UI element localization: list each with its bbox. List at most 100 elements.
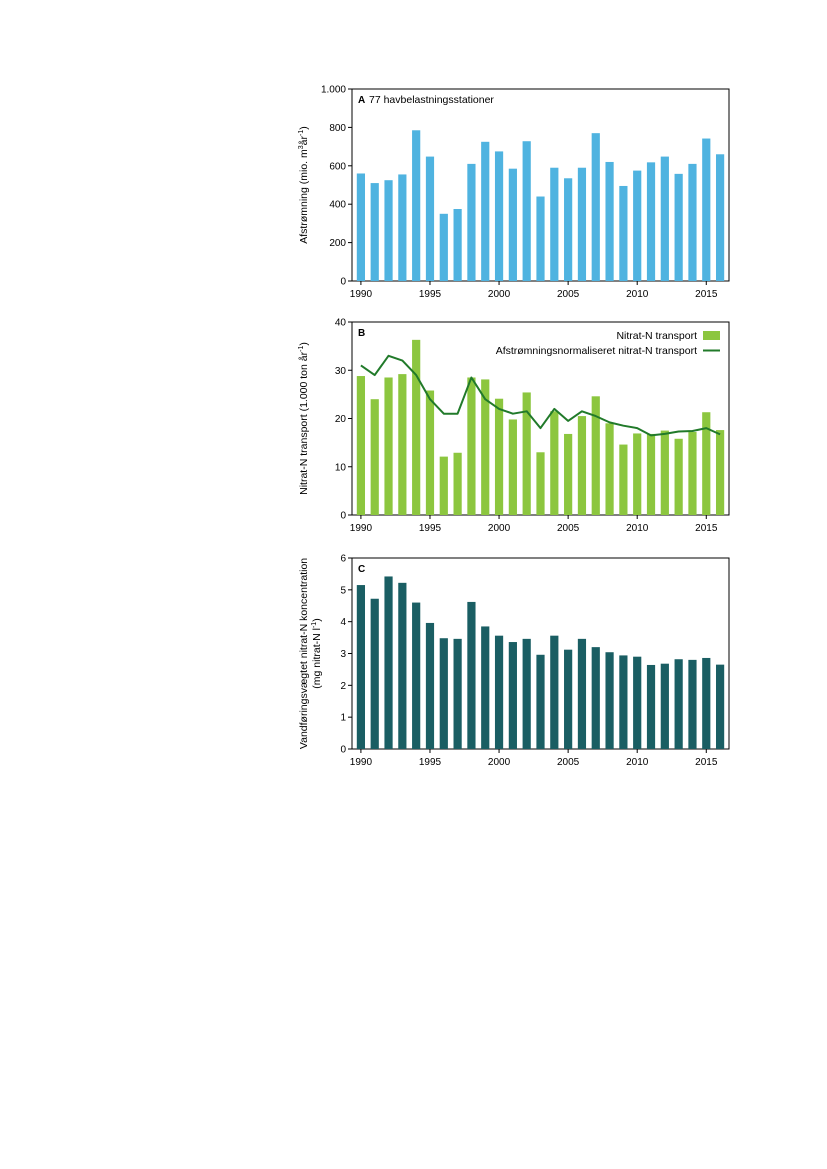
panel-letter: B (358, 328, 365, 339)
y-tick-label: 600 (329, 161, 346, 172)
bar (439, 638, 448, 749)
bar (439, 456, 448, 515)
bar (550, 635, 559, 749)
x-tick-label: 2005 (557, 289, 580, 300)
panel-letter: C (358, 564, 365, 575)
y-axis-label-line1: Vandføringsvægtet nitrat-N koncentration (298, 558, 310, 749)
bar (481, 379, 490, 515)
bar (481, 141, 490, 281)
bar (702, 138, 711, 281)
bar (356, 585, 366, 749)
x-tick-label: 2000 (488, 289, 511, 300)
panel-a-chart: 0 200 400 600 800 1.000 1990 1995 2000 2005 2010 20… (298, 85, 730, 300)
bar (370, 183, 379, 281)
y-axis-label: Nitrat-N transport (1.000 ton år-1) (298, 342, 310, 495)
x-tick-label: 2005 (557, 523, 580, 534)
bar (674, 173, 683, 281)
bar (467, 601, 476, 749)
bar (577, 416, 587, 515)
series-line (360, 354, 721, 437)
bar (633, 170, 642, 281)
bar (715, 430, 725, 515)
bar (591, 647, 600, 749)
bar (702, 412, 711, 515)
bar (619, 185, 628, 281)
bar (412, 339, 421, 515)
x-tick-label: 2010 (626, 523, 649, 534)
y-tick-label: 0 (340, 277, 346, 288)
bar (605, 652, 614, 749)
bar (494, 151, 504, 281)
bar (619, 444, 628, 515)
bar (522, 392, 531, 515)
bar (646, 433, 656, 515)
x-tick-label: 2010 (626, 289, 649, 300)
bar (688, 659, 697, 749)
bar (660, 156, 669, 281)
bar (605, 161, 614, 281)
y-tick-label: 30 (335, 366, 347, 377)
y-tick-label: 800 (329, 123, 346, 134)
x-tick-label: 1995 (419, 289, 442, 300)
x-tick-label: 2000 (488, 523, 511, 534)
bar (688, 163, 697, 281)
bar (508, 419, 517, 515)
x-tick-label: 1990 (350, 757, 373, 768)
x-tick-label: 2015 (695, 523, 718, 534)
bar (412, 130, 421, 281)
bar (384, 377, 393, 515)
bar (688, 432, 697, 515)
y-tick-label: 1 (340, 713, 346, 724)
bar (564, 433, 573, 515)
bar (412, 602, 421, 749)
y-tick-label: 4 (340, 617, 346, 628)
bar (550, 411, 559, 515)
bar (356, 173, 366, 281)
x-tick-label: 1990 (350, 289, 373, 300)
bar (370, 598, 379, 749)
x-tick-label: 2005 (557, 757, 580, 768)
bar (577, 638, 587, 749)
bar (467, 163, 476, 281)
bar (356, 376, 366, 515)
bar (536, 654, 545, 749)
bar (633, 433, 642, 515)
bar (453, 452, 462, 515)
bar (646, 162, 656, 281)
y-tick-label: 6 (340, 554, 346, 565)
bar (591, 133, 600, 281)
bar (425, 390, 435, 515)
bar (425, 156, 435, 281)
bar (660, 663, 669, 749)
y-axis-label: Afstrømning (mio. m3år-1) (298, 126, 310, 244)
bar (715, 664, 725, 749)
bar (536, 196, 545, 281)
bar (508, 168, 517, 281)
y-tick-label: 0 (340, 745, 346, 756)
bar (453, 638, 462, 749)
bar (508, 642, 517, 749)
y-tick-label: 20 (335, 414, 347, 425)
panel-b-chart: 0 10 20 30 40 1990 1995 2000 2005 2010 2015 B Nitrat… (298, 318, 730, 534)
panel-title: 77 havbelastningsstationer (369, 94, 494, 106)
bar (536, 452, 545, 515)
bar (550, 167, 559, 281)
bar (425, 622, 435, 749)
y-tick-label: 10 (335, 462, 347, 473)
y-axis-label-line2: (mg nitrat-N l-1) (311, 618, 323, 688)
bar (494, 635, 504, 749)
bar (439, 213, 448, 281)
bar (384, 180, 393, 281)
bar (646, 664, 656, 749)
panel-c-chart: 0 1 2 3 4 5 6 1990 1995 2000 2005 2010 2015 C Vandføri… (298, 554, 730, 768)
y-tick-label: 3 (340, 649, 346, 660)
bar (702, 657, 711, 749)
x-tick-label: 2000 (488, 757, 511, 768)
x-tick-label: 2010 (626, 757, 649, 768)
y-tick-label: 0 (340, 511, 346, 522)
bar (660, 430, 669, 515)
bar (591, 396, 600, 515)
bar (564, 178, 573, 281)
x-tick-label: 2015 (695, 757, 718, 768)
